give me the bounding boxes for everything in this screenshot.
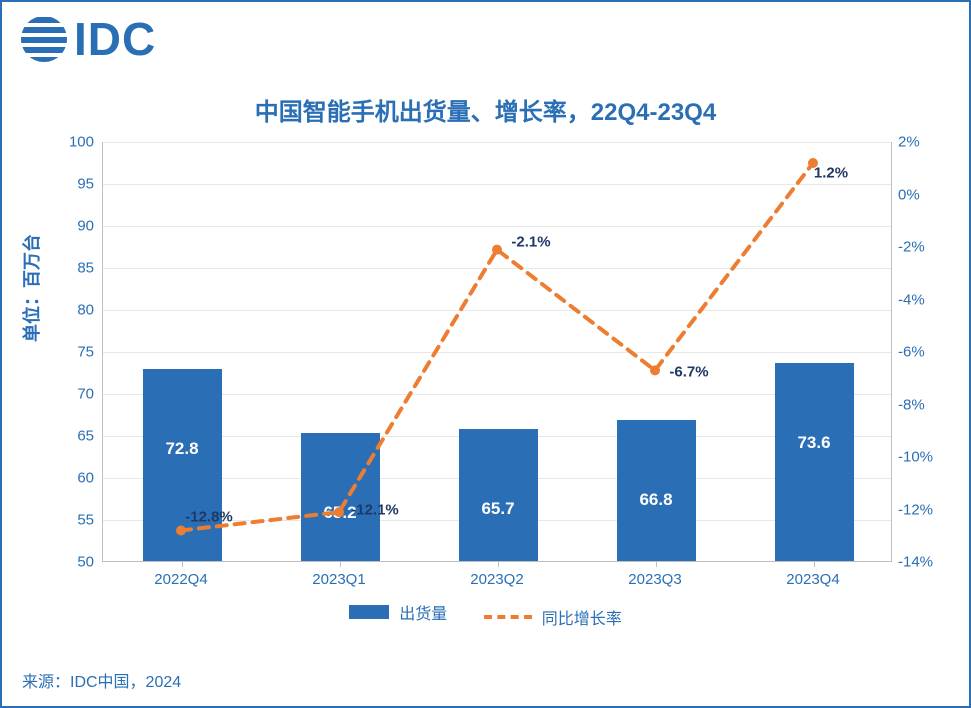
ytick-left: 85 [54, 260, 94, 277]
chart-title: 中国智能手机出货量、增长率，22Q4-23Q4 [2, 92, 969, 127]
ytick-left: 100 [54, 134, 94, 151]
ytick-right: -14% [898, 554, 948, 571]
xtick-label: 2023Q3 [628, 571, 681, 588]
ytick-left: 90 [54, 218, 94, 235]
legend-line-label: 同比增长率 [542, 605, 622, 629]
ytick-left: 70 [54, 386, 94, 403]
ytick-right: 2% [898, 134, 948, 151]
source-note: 来源：IDC中国，2024 [22, 668, 181, 692]
ytick-left: 65 [54, 428, 94, 445]
growth-line [102, 142, 892, 562]
idc-logo-icon [20, 15, 68, 63]
bar-swatch-icon [349, 605, 389, 619]
idc-logo-text: IDC [74, 12, 156, 66]
ytick-right: -2% [898, 239, 948, 256]
chart-frame: IDC 中国智能手机出货量、增长率，22Q4-23Q4 单位：百万台 72.86… [0, 0, 971, 708]
yaxis-left-title: 单位：百万台 [18, 234, 44, 342]
ytick-left: 55 [54, 512, 94, 529]
line-value-label: -12.8% [185, 508, 233, 525]
line-value-label: -6.7% [669, 364, 708, 381]
legend-item-bar: 出货量 [349, 600, 447, 624]
legend-item-line: 同比增长率 [484, 605, 622, 629]
ytick-right: -10% [898, 449, 948, 466]
ytick-left: 95 [54, 176, 94, 193]
ytick-right: -4% [898, 291, 948, 308]
ytick-left: 80 [54, 302, 94, 319]
ytick-right: -6% [898, 344, 948, 361]
legend-bar-label: 出货量 [399, 600, 447, 624]
line-value-label: -12.1% [351, 502, 399, 519]
line-value-label: -2.1% [511, 233, 550, 250]
ytick-right: 0% [898, 186, 948, 203]
ytick-left: 60 [54, 470, 94, 487]
xtick-label: 2023Q4 [786, 571, 839, 588]
xtick-label: 2023Q2 [470, 571, 523, 588]
ytick-left: 50 [54, 554, 94, 571]
line-value-label: 1.2% [814, 165, 848, 182]
legend: 出货量 同比增长率 [2, 600, 969, 629]
idc-logo: IDC [20, 12, 156, 66]
ytick-left: 75 [54, 344, 94, 361]
ytick-right: -8% [898, 396, 948, 413]
xtick-label: 2023Q1 [312, 571, 365, 588]
xtick-label: 2022Q4 [154, 571, 207, 588]
ytick-right: -12% [898, 501, 948, 518]
line-swatch-icon [484, 615, 532, 619]
plot-area: 72.865.265.766.873.6 5055606570758085909… [102, 142, 892, 562]
